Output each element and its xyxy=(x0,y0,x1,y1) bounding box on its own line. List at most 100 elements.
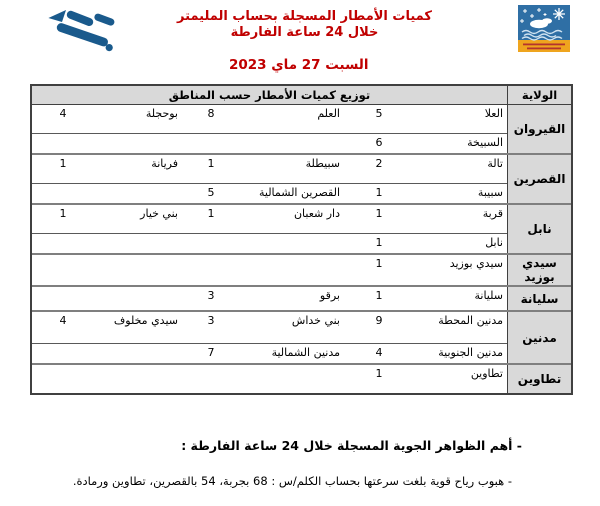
rain-value: 7 xyxy=(207,346,215,359)
meteorology-emblem-icon xyxy=(518,5,570,52)
rain-value: 8 xyxy=(207,107,215,120)
rainfall-table: الولاية توزيع كميات الأمطار حسب المناطق … xyxy=(30,84,573,395)
rain-value: 1 xyxy=(207,157,215,170)
station-name: سليانة xyxy=(474,289,504,302)
rain-value: 4 xyxy=(59,107,67,120)
wilaya-name: مدنين xyxy=(507,312,571,363)
rain-row: مدنين المحطة 9 بني خداش 3 سيدي مخلوف 4 xyxy=(32,312,507,343)
station-name xyxy=(94,344,182,346)
station-name xyxy=(94,255,182,257)
rain-row: تطاوين 1 xyxy=(32,365,507,393)
rain-row: قربة 1 دار شعبان 1 بني خيار 1 xyxy=(32,205,507,233)
rain-row: سبيبة 1 القصرين الشمالية 5 xyxy=(32,183,507,203)
wilaya-column-header: الولاية xyxy=(507,86,571,104)
rain-value xyxy=(32,234,94,236)
distribution-header: توزيع كميات الأمطار حسب المناطق xyxy=(32,86,507,104)
wilaya-name: القيروان xyxy=(507,105,571,153)
station-name xyxy=(240,134,344,136)
emblem-caption-lines xyxy=(523,43,565,50)
rain-value: 1 xyxy=(375,257,383,270)
station-name: القصرين الشمالية xyxy=(258,186,340,199)
rain-row: تالة 2 سبيطلة 1 فريانة 1 xyxy=(32,155,507,183)
rain-value xyxy=(32,184,94,186)
station-name: برقو xyxy=(319,289,340,302)
station-name xyxy=(240,365,344,367)
rain-value: 3 xyxy=(207,289,215,302)
governorate-section: سليانة سليانة 1 برقو 3 xyxy=(32,285,571,310)
rain-value: 4 xyxy=(59,314,67,327)
station-name: السبيخة xyxy=(467,136,503,149)
rain-value: 1 xyxy=(375,367,383,380)
station-name: تالة xyxy=(487,157,503,170)
rain-row: نابل 1 xyxy=(32,233,507,253)
governorate-section: مدنين مدنين المحطة 9 بني خداش 3 سيدي مخل… xyxy=(32,310,571,363)
station-name: العلا xyxy=(484,107,503,120)
weather-phenomena-heading: - أهم الظواهر الجوية المسجلة خلال 24 ساع… xyxy=(181,438,522,453)
rain-value: 1 xyxy=(59,207,67,220)
rain-row: مدنين الجنوبية 4 مدنين الشمالية 7 xyxy=(32,343,507,363)
rain-value xyxy=(32,344,94,346)
report-title-line2: خلال 24 ساعة الفارطة xyxy=(230,25,379,41)
station-name xyxy=(94,365,182,367)
station-name xyxy=(94,184,182,186)
rain-value xyxy=(182,134,240,136)
station-name xyxy=(240,255,344,257)
station-name xyxy=(94,234,182,236)
station-name: نابل xyxy=(485,236,503,249)
rain-row: سليانة 1 برقو 3 xyxy=(32,287,507,310)
wilaya-name: سيدي بوزيد xyxy=(507,255,571,285)
rain-row: العلا 5 العلم 8 بوحجلة 4 xyxy=(32,105,507,133)
station-name: تطاوين xyxy=(470,367,503,380)
station-name: العلم xyxy=(317,107,340,120)
inm-brand-logo-icon xyxy=(26,5,122,55)
governorate-section: سيدي بوزيد سيدي بوزيد 1 xyxy=(32,253,571,285)
governorate-section: القيروان العلا 5 العلم 8 بوحجلة 4 السبيخ… xyxy=(32,105,571,153)
rain-value xyxy=(182,255,240,257)
rain-value: 9 xyxy=(375,314,383,327)
station-name: مدنين الشمالية xyxy=(271,346,340,359)
rain-row: السبيخة 6 xyxy=(32,133,507,153)
governorate-section: نابل قربة 1 دار شعبان 1 بني خيار 1 نابل … xyxy=(32,203,571,253)
rain-value xyxy=(32,287,94,289)
rain-value xyxy=(32,255,94,257)
report-date: السبت 27 ماي 2023 xyxy=(228,57,369,73)
station-name: مدنين المحطة xyxy=(438,314,503,327)
wilaya-name: نابل xyxy=(507,205,571,253)
station-name xyxy=(94,287,182,289)
station-name: بوحجلة xyxy=(145,107,178,120)
rain-value: 1 xyxy=(375,289,383,302)
rain-value: 1 xyxy=(207,207,215,220)
station-name xyxy=(240,234,344,236)
strong-winds-remark: - هبوب رياح قوية بلغت سرعتها بحساب الكلم… xyxy=(72,474,512,488)
rain-value: 4 xyxy=(375,346,383,359)
governorate-section: القصرين تالة 2 سبيطلة 1 فريانة 1 سبيبة 1… xyxy=(32,153,571,203)
station-name: مدنين الجنوبية xyxy=(438,346,503,359)
rain-value: 6 xyxy=(375,136,383,149)
station-name: قربة xyxy=(482,207,503,220)
wilaya-name: تطاوين xyxy=(507,365,571,393)
table-header-row: الولاية توزيع كميات الأمطار حسب المناطق xyxy=(32,86,571,105)
governorate-section: تطاوين تطاوين 1 xyxy=(32,363,571,393)
station-name: سبيطلة xyxy=(305,157,340,170)
station-name: سيدي مخلوف xyxy=(113,314,178,327)
report-title-line1: كميات الأمطار المسجلة بحساب المليمتر xyxy=(177,9,432,24)
rain-value: 3 xyxy=(207,314,215,327)
station-name: بني خداش xyxy=(291,314,340,327)
rain-value: 1 xyxy=(59,157,67,170)
rain-value xyxy=(182,234,240,236)
rain-row: سيدي بوزيد 1 xyxy=(32,255,507,283)
station-name: بني خيار xyxy=(140,207,178,220)
station-name: فريانة xyxy=(151,157,178,170)
station-name: سيدي بوزيد xyxy=(449,257,503,270)
wilaya-name: سليانة xyxy=(507,287,571,310)
rain-value xyxy=(32,365,94,367)
rain-value: 1 xyxy=(375,207,383,220)
rain-value: 1 xyxy=(375,186,383,199)
rain-value: 2 xyxy=(375,157,383,170)
rain-value: 1 xyxy=(375,236,383,249)
station-name: سبيبة xyxy=(477,186,503,199)
rain-value: 5 xyxy=(207,186,215,199)
rain-value xyxy=(32,134,94,136)
rain-value xyxy=(182,365,240,367)
station-name xyxy=(94,134,182,136)
